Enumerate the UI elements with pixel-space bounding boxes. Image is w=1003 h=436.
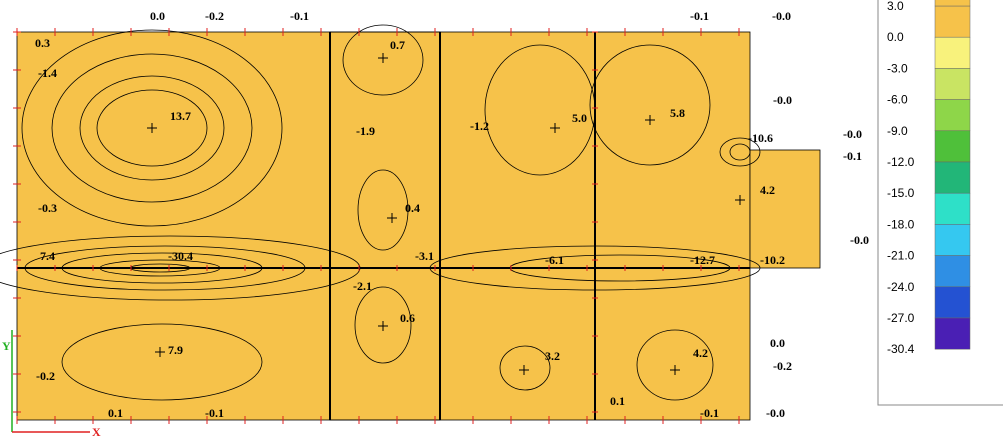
contour — [729, 143, 751, 161]
contour-label: -0.3 — [38, 201, 57, 215]
legend-label: -15.0 — [887, 186, 915, 200]
slab-extension — [749, 149, 821, 269]
contour — [589, 44, 711, 166]
contour — [342, 24, 424, 96]
legend-label: -12.0 — [887, 155, 915, 169]
legend-label: -30.4 — [887, 342, 915, 356]
contour-label: -0.0 — [772, 9, 791, 23]
contour-label: 0.0 — [770, 336, 785, 350]
contour-label: 0.3 — [35, 36, 50, 50]
contour-label: -10.2 — [760, 253, 785, 267]
contour-label: -0.0 — [773, 93, 792, 107]
contour-label: 0.0 — [150, 9, 165, 23]
contour — [21, 29, 283, 227]
contour-label: 0.1 — [108, 406, 123, 420]
plot: 0.3 -1.4 13.7 -0.3 7.4 -30.4 7.9 -0.2 0.7 -1.9 0.4… — [0, 9, 869, 436]
contour — [636, 329, 714, 401]
contour-label: 5.0 — [572, 111, 587, 125]
contour — [499, 345, 551, 391]
legend-label: -21.0 — [887, 249, 915, 263]
contour-label: -1.2 — [470, 119, 489, 133]
contour-label: -6.1 — [545, 253, 564, 267]
legend-swatch — [934, 0, 971, 7]
contour-labels: 0.3 -1.4 13.7 -0.3 7.4 -30.4 7.9 -0.2 0.7 -1.9 0.4… — [35, 9, 869, 420]
contour-label: 3.2 — [545, 349, 560, 363]
legend-swatch — [934, 317, 971, 350]
contour-label: -0.2 — [773, 359, 792, 373]
legend-label: 3.0 — [887, 0, 904, 13]
contour-label: 0.7 — [390, 38, 405, 52]
contour-label: -0.2 — [36, 369, 55, 383]
axis-indicator: Y X — [2, 330, 101, 436]
contour-label: -12.7 — [690, 253, 715, 267]
contour-label: -0.1 — [700, 406, 719, 420]
contour-label: -0.0 — [843, 127, 862, 141]
contour-label: -0.0 — [766, 406, 785, 420]
axis-y-label: Y — [2, 339, 11, 353]
contour-label: -0.0 — [850, 233, 869, 247]
walls — [17, 32, 750, 420]
legend-label: -9.0 — [887, 124, 908, 138]
contour-label: 5.8 — [670, 106, 685, 120]
contour-label: 0.6 — [400, 311, 415, 325]
contour-label: -0.1 — [205, 406, 224, 420]
legend-label: -18.0 — [887, 217, 915, 231]
legend-swatch — [934, 5, 971, 38]
contour-label: 0.4 — [405, 201, 420, 215]
contour — [719, 137, 761, 167]
contour-label: -30.4 — [168, 249, 193, 263]
legend-swatch — [934, 255, 971, 288]
contour-label: -0.2 — [205, 9, 224, 23]
legend-label: 0.0 — [887, 30, 904, 44]
contour-label: -1.4 — [38, 66, 57, 80]
contour-label: 4.2 — [760, 183, 775, 197]
legend-label: -27.0 — [887, 311, 915, 325]
markers — [147, 53, 745, 375]
legend-label: -3.0 — [887, 61, 908, 75]
contour-label: -2.1 — [353, 279, 372, 293]
legend-swatch — [934, 36, 971, 69]
legend-swatch — [934, 224, 971, 256]
axis-x-label: X — [92, 425, 101, 436]
legend: 3.0 0.0 -3.0 -6.0 -9.0 -12.0 -15.0 -18.0 -21.0 -2… — [877, 0, 1003, 406]
contour-label: -3.1 — [415, 249, 434, 263]
contour-label: 0.1 — [610, 394, 625, 408]
legend-swatch — [934, 68, 971, 100]
contour — [79, 75, 225, 181]
contour — [61, 323, 263, 401]
contour-label: 4.2 — [693, 346, 708, 360]
contour-label: -10.6 — [748, 131, 773, 145]
legend-swatch — [934, 130, 971, 163]
contour-label: -0.1 — [843, 149, 862, 163]
marker — [147, 53, 745, 375]
legend-label: -24.0 — [887, 280, 915, 294]
contour-label: -0.1 — [690, 9, 709, 23]
contour-label: -1.9 — [356, 124, 375, 138]
contour-label: 7.9 — [168, 343, 183, 357]
contour-label: -0.1 — [290, 9, 309, 23]
legend-label: -6.0 — [887, 93, 908, 107]
legend-swatch — [934, 286, 971, 319]
contour-label: 13.7 — [170, 109, 191, 123]
contour — [51, 53, 253, 203]
contour — [96, 89, 208, 167]
contour-label: 7.4 — [40, 249, 55, 263]
contour — [354, 286, 412, 364]
legend-swatch — [934, 99, 971, 132]
legend-swatch — [934, 161, 971, 194]
contour — [357, 169, 409, 251]
edge-ticks — [13, 28, 740, 424]
legend-swatch — [934, 192, 971, 225]
slab — [16, 31, 751, 421]
